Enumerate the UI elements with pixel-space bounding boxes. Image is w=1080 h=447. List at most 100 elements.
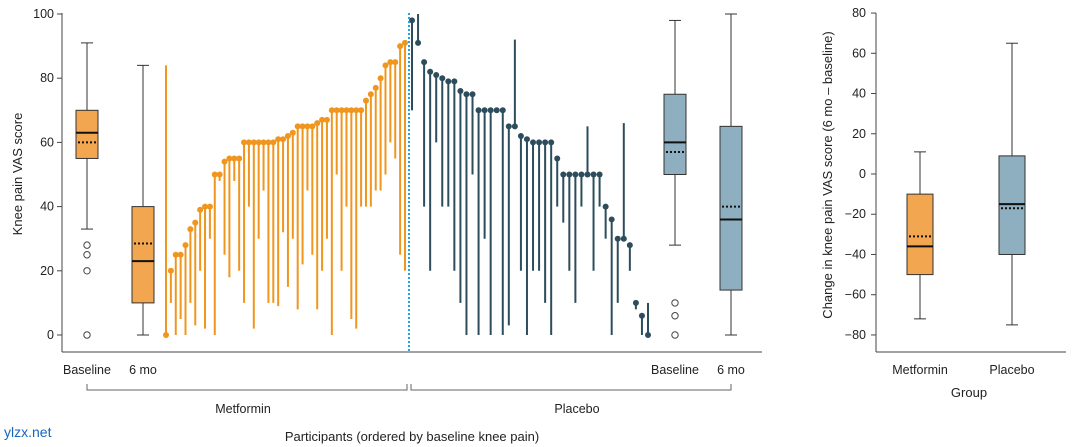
right-y-ticks: −80 −60 −40 −20 0 20 40 60 80: [845, 6, 876, 342]
metformin-participant-baseline-dot: [192, 219, 199, 226]
right-y-tick-label: 60: [852, 46, 866, 60]
placebo-participant-baseline-dot: [445, 78, 452, 85]
metformin-participant-baseline-dot: [226, 155, 233, 162]
right-metformin-box: [906, 193, 934, 276]
placebo-participant-baseline-dot: [530, 139, 537, 146]
right-boxplots: [906, 42, 1026, 326]
metformin-participant-baseline-dot: [323, 116, 330, 123]
metformin-baseline-label: Baseline: [63, 363, 111, 377]
placebo-participant-baseline-dot: [584, 171, 591, 178]
placebo-participant-baseline-dot: [487, 107, 494, 114]
placebo-participant-baseline-dot: [602, 203, 609, 210]
participant-series: [163, 14, 651, 338]
placebo-baseline-outlier: [671, 299, 679, 307]
metformin-participant-baseline-dot: [314, 120, 321, 127]
right-y-tick-label: −40: [845, 247, 866, 261]
placebo-participant-baseline-dot: [415, 39, 422, 46]
placebo-participant-baseline-dot: [481, 107, 488, 114]
metformin-participant-baseline-dot: [245, 139, 252, 146]
placebo-participant-baseline-dot: [523, 136, 530, 143]
right-y-tick-label: 80: [852, 6, 866, 20]
watermark-text: ylzx.net: [4, 424, 52, 440]
placebo-baseline-outlier: [671, 331, 679, 339]
placebo-participant-baseline-dot: [632, 299, 639, 306]
right-placebo-box: [998, 155, 1026, 255]
left-y-axis-title: Knee pain VAS score: [10, 113, 25, 236]
metformin-participant-baseline-dot: [358, 107, 365, 114]
placebo-participant-baseline-dot: [560, 171, 567, 178]
metformin-participant-baseline-dot: [402, 39, 408, 46]
metformin-participant-baseline-dot: [299, 123, 306, 130]
metformin-participant-baseline-dot: [202, 203, 209, 210]
metformin-participant-baseline-dot: [265, 139, 272, 146]
metformin-participant-baseline-dot: [328, 107, 335, 114]
metformin-participant-baseline-dot: [338, 107, 345, 114]
metformin-participant-baseline-dot: [216, 171, 223, 178]
metformin-participant-baseline-dot: [270, 139, 277, 146]
right-y-tick-label: 40: [852, 87, 866, 101]
metformin-participant-baseline-dot: [206, 203, 213, 210]
metformin-6mo-box: [131, 206, 155, 304]
metformin-participant-baseline-dot: [382, 62, 389, 69]
placebo-participant-baseline-dot: [499, 107, 506, 114]
placebo-group-label: Placebo: [554, 402, 599, 416]
metformin-baseline-outlier: [83, 267, 91, 275]
placebo-6mo-box: [719, 125, 743, 291]
placebo-participant-baseline-dot: [548, 139, 555, 146]
placebo-participant-baseline-dot: [626, 242, 633, 249]
metformin-participant-baseline-dot: [309, 123, 316, 130]
left-boxplots: [75, 13, 743, 339]
metformin-participant-baseline-dot: [387, 59, 394, 66]
metformin-participant-baseline-dot: [348, 107, 355, 114]
metformin-participant-baseline-dot: [367, 91, 374, 98]
metformin-participant-baseline-dot: [187, 226, 194, 233]
placebo-participant-baseline-dot: [554, 155, 561, 162]
left-y-tick-label: 60: [40, 135, 54, 149]
metformin-participant-baseline-dot: [362, 97, 369, 104]
left-chart-panel: 0 20 40 60 80 100 Baseline 6 mo Baseline 6 mo…: [10, 7, 762, 444]
metformin-participant-baseline-dot: [353, 107, 360, 114]
placebo-participant-baseline-dot: [409, 17, 415, 24]
metformin-participant-baseline-dot: [280, 136, 287, 143]
right-category-metformin: Metformin: [892, 363, 948, 377]
placebo-participant-baseline-dot: [517, 132, 524, 139]
metformin-participant-baseline-dot: [372, 84, 379, 91]
metformin-participant-baseline-dot: [294, 123, 301, 130]
placebo-participant-baseline-dot: [614, 235, 621, 242]
left-y-ticks: 0 20 40 60 80 100: [33, 7, 62, 342]
metformin-participant-baseline-dot: [343, 107, 350, 114]
left-y-tick-label: 40: [40, 200, 54, 214]
right-y-tick-label: 20: [852, 127, 866, 141]
placebo-participant-baseline-dot: [620, 235, 627, 242]
placebo-participant-baseline-dot: [645, 332, 651, 338]
metformin-participant-baseline-dot: [211, 171, 218, 178]
left-y-tick-label: 80: [40, 71, 54, 85]
placebo-participant-baseline-dot: [536, 139, 543, 146]
right-y-tick-label: −60: [845, 288, 866, 302]
right-y-tick-label: −20: [845, 207, 866, 221]
placebo-participant-baseline-dot: [511, 123, 518, 130]
placebo-6mo-label: 6 mo: [717, 363, 745, 377]
metformin-participant-baseline-dot: [197, 206, 204, 213]
right-y-axis-title: Change in knee pain VAS score (6 mo – ba…: [820, 31, 835, 318]
metformin-participant-baseline-dot: [172, 251, 179, 258]
metformin-participant-baseline-dot: [255, 139, 262, 146]
placebo-participant-baseline-dot: [505, 123, 512, 130]
placebo-participant-baseline-dot: [463, 91, 470, 98]
metformin-participant-baseline-dot: [284, 132, 291, 139]
placebo-participant-baseline-dot: [469, 91, 476, 98]
placebo-baseline-box: [663, 93, 687, 175]
left-x-axis-title: Participants (ordered by baseline knee p…: [285, 429, 539, 444]
placebo-participant-baseline-dot: [439, 75, 446, 82]
metformin-participant-baseline-dot: [163, 332, 169, 338]
left-y-tick-label: 100: [33, 7, 54, 21]
metformin-participant-baseline-dot: [392, 59, 399, 66]
placebo-participant-baseline-dot: [493, 107, 500, 114]
placebo-group-bracket: [410, 384, 732, 391]
metformin-participant-baseline-dot: [177, 251, 184, 258]
right-category-placebo: Placebo: [989, 363, 1034, 377]
placebo-participant-baseline-dot: [433, 71, 440, 78]
left-y-tick-label: 0: [47, 328, 54, 342]
